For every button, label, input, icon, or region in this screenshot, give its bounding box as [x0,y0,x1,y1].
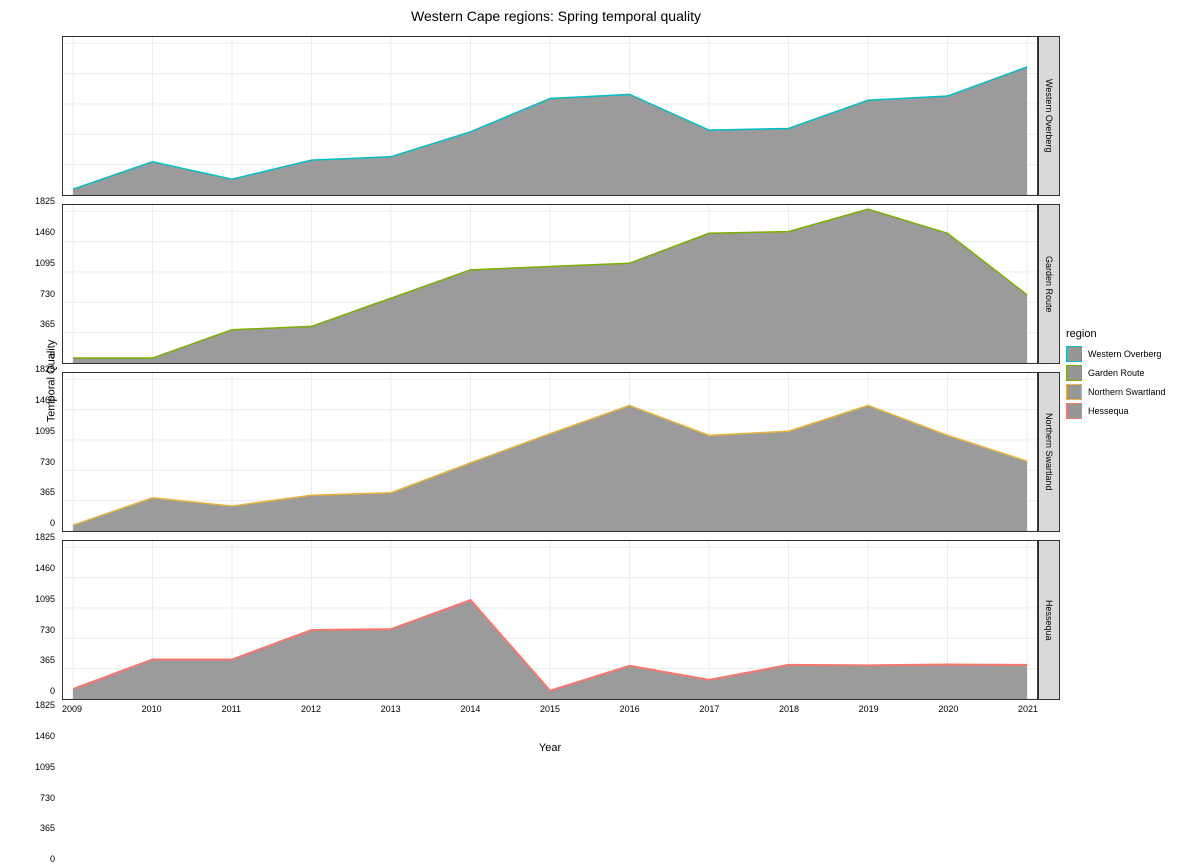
legend-swatch [1066,346,1082,362]
legend-label: Garden Route [1088,368,1145,378]
legend-label: Hessequa [1088,406,1129,416]
panel-garden-route: 0365730109514601825 [62,204,1038,364]
legend-label: Northern Swartland [1088,387,1166,397]
panel-hessequa: 0365730109514601825 [62,540,1038,700]
panel-western-overberg: 0365730109514601825 [62,36,1038,196]
legend-swatch [1066,384,1082,400]
legend-item: Garden Route [1066,365,1190,381]
chart-container: Western Cape regions: Spring temporal qu… [10,8,1190,754]
y-ticks: 0365730109514601825 [25,531,59,689]
plot-area: 0365730109514601825Western Overberg03657… [62,36,1038,724]
facet-strip: Hessequa [1038,540,1060,700]
legend-label: Western Overberg [1088,349,1161,359]
facet-strip: Western Overberg [1038,36,1060,196]
y-ticks: 0365730109514601825 [25,699,59,857]
facet-strip: Northern Swartland [1038,372,1060,532]
x-axis-label: Year [62,742,1038,754]
y-ticks: 0365730109514601825 [25,363,59,521]
panel-northern-swartland: 0365730109514601825 [62,372,1038,532]
chart-title: Western Cape regions: Spring temporal qu… [46,8,1066,24]
legend-item: Northern Swartland [1066,384,1190,400]
x-ticks: 2009201020112012201320142015201620172018… [62,704,1038,740]
legend-swatch [1066,403,1082,419]
legend-title: region [1066,328,1190,340]
legend-swatch [1066,365,1082,381]
y-ticks: 0365730109514601825 [25,195,59,353]
legend: region Western Overberg Garden Route North… [1066,328,1190,422]
legend-item: Hessequa [1066,403,1190,419]
facet-strip: Garden Route [1038,204,1060,364]
legend-item: Western Overberg [1066,346,1190,362]
